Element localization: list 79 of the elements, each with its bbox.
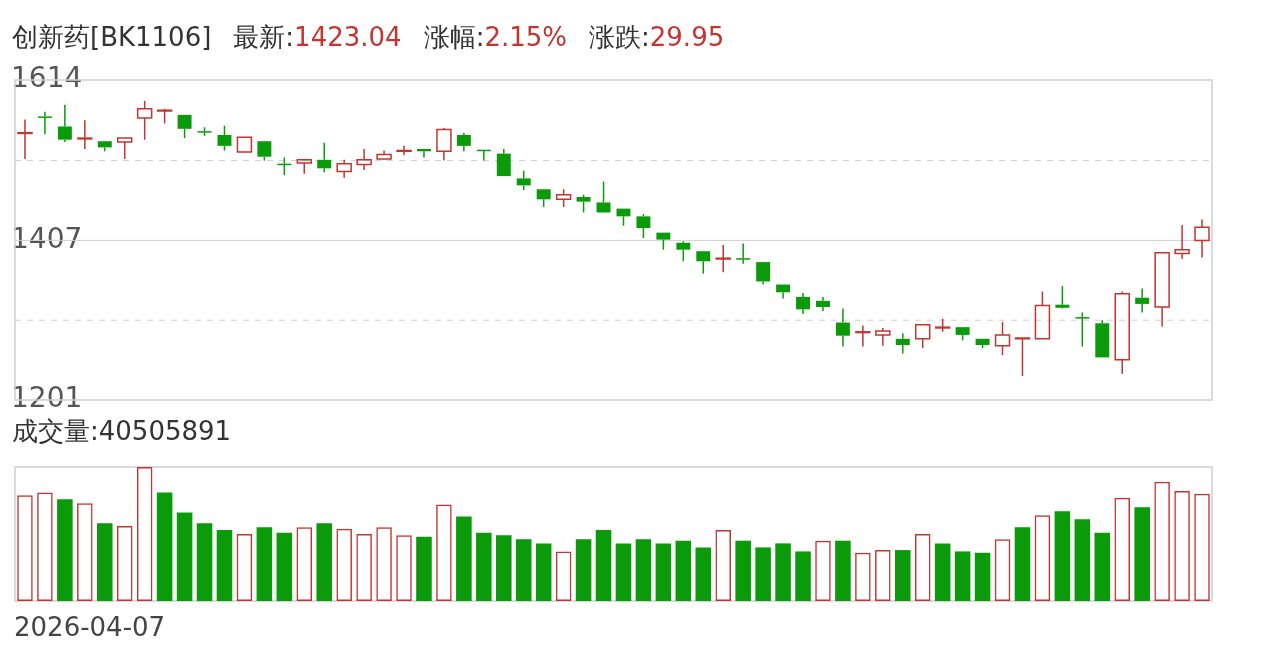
bar xyxy=(515,539,532,601)
candlestick xyxy=(855,324,871,348)
bar xyxy=(954,551,971,601)
candlestick xyxy=(1154,252,1170,328)
text: 最新:1423.04 xyxy=(233,22,402,52)
bar xyxy=(895,550,911,601)
y-tick-label: 1614 xyxy=(11,61,83,95)
bar xyxy=(735,540,751,601)
candlestick xyxy=(97,141,112,153)
text: 2026-04-07 xyxy=(14,612,166,642)
candlestick xyxy=(136,100,153,141)
bar xyxy=(695,547,712,601)
bar xyxy=(635,539,652,601)
candlestick xyxy=(356,148,372,171)
bar xyxy=(775,543,791,601)
bar xyxy=(316,523,333,601)
text: 涨跌:29.95 xyxy=(589,22,725,52)
candlestick xyxy=(1174,224,1190,260)
y-tick-label: 1201 xyxy=(11,381,83,415)
bar xyxy=(934,543,951,601)
bar xyxy=(276,532,293,601)
bar xyxy=(575,539,592,601)
candlestick xyxy=(496,148,511,177)
bar xyxy=(57,499,73,601)
candlestick xyxy=(1055,285,1070,308)
bar xyxy=(156,492,173,601)
bar xyxy=(97,523,113,601)
candlestick xyxy=(1014,337,1031,377)
bar xyxy=(755,547,771,601)
bar xyxy=(835,540,851,601)
bar xyxy=(1054,511,1071,601)
candlestick xyxy=(776,284,791,300)
candlestick xyxy=(875,327,891,347)
chart-title: 创新药[BK1106] xyxy=(12,22,212,52)
candlestick xyxy=(376,149,392,160)
candlestick xyxy=(1194,218,1210,259)
candlestick xyxy=(994,320,1011,356)
bar xyxy=(1014,527,1031,601)
bar xyxy=(974,552,991,601)
bar xyxy=(1134,507,1150,601)
candlestick xyxy=(1135,287,1150,314)
candlestick xyxy=(336,159,352,179)
y-tick-label: 1407 xyxy=(11,221,83,255)
candlestick xyxy=(835,307,850,348)
candlestick xyxy=(1114,290,1130,375)
bar xyxy=(655,543,672,601)
bar xyxy=(795,551,811,601)
candlestick xyxy=(596,180,611,213)
bar xyxy=(595,529,612,601)
candlestick xyxy=(895,332,910,355)
bar xyxy=(615,543,632,601)
candlestick xyxy=(396,145,412,156)
candlestick xyxy=(37,111,52,135)
bar xyxy=(675,540,692,601)
bar xyxy=(416,536,432,601)
bar xyxy=(176,512,193,601)
bar xyxy=(1074,519,1091,601)
candlestick xyxy=(317,142,332,173)
candlestick xyxy=(436,127,452,162)
bar xyxy=(456,516,472,601)
bar xyxy=(476,532,492,601)
bar xyxy=(216,529,233,601)
candlestick xyxy=(715,244,731,273)
candlestick xyxy=(756,262,771,286)
candlestick xyxy=(736,242,751,265)
bar xyxy=(1094,532,1111,601)
chart-title: 成交量:40505891 xyxy=(12,416,232,446)
candlestick xyxy=(77,119,93,150)
candlestick xyxy=(17,118,33,160)
candlestick xyxy=(815,296,830,312)
candlestick xyxy=(456,131,471,153)
bar xyxy=(535,543,552,601)
candlestick xyxy=(796,292,811,315)
bar xyxy=(196,523,213,601)
candlestick xyxy=(57,104,72,143)
bar xyxy=(496,535,512,601)
bar xyxy=(256,527,273,601)
candlestick xyxy=(1075,311,1090,348)
text: 涨幅:2.15% xyxy=(423,22,568,52)
